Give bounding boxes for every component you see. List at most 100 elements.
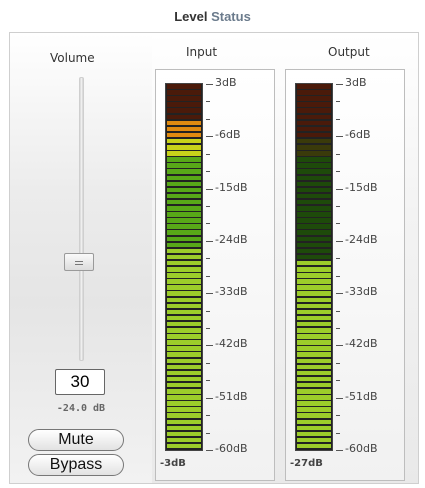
scale-major-tick	[336, 450, 343, 451]
meter-segment	[297, 199, 331, 205]
meter-segment	[297, 242, 331, 248]
scale-tick	[336, 362, 340, 364]
scale-tick	[206, 432, 210, 434]
meter-segment	[297, 321, 331, 327]
bypass-button[interactable]: Bypass	[28, 454, 124, 476]
scale-tick	[336, 380, 340, 382]
volume-slider-track[interactable]	[79, 77, 84, 361]
scale-tick	[336, 171, 340, 173]
scale-tick	[336, 153, 340, 155]
meter-segment	[297, 175, 331, 181]
scale-tick	[206, 153, 210, 155]
meter-segment	[297, 407, 331, 412]
meter-segment	[167, 407, 201, 412]
meter-segment	[167, 254, 201, 260]
meter-segment	[297, 212, 331, 217]
meter-segment	[167, 187, 201, 193]
scale-tick	[206, 101, 210, 103]
meter-segment	[297, 260, 331, 266]
scale-label: 3dB	[215, 76, 237, 89]
meter-segment	[297, 303, 331, 309]
scale-tick	[206, 310, 210, 312]
meter-segment	[167, 151, 201, 156]
meter-segment	[167, 285, 201, 290]
meter-segment	[167, 260, 201, 266]
meter-segment	[167, 224, 201, 229]
scale-tick	[336, 310, 340, 312]
meter-segment	[297, 425, 331, 431]
volume-slider-thumb[interactable]	[64, 253, 94, 272]
scale-label: -60dB	[215, 442, 248, 455]
meter-segment	[167, 376, 201, 382]
meter-segment	[297, 187, 331, 193]
scale-label: -24dB	[345, 232, 378, 246]
scale-tick	[206, 328, 210, 329]
meter-segment	[167, 425, 201, 431]
meter-segment	[297, 267, 331, 272]
meter-segment	[297, 413, 331, 418]
scale-tick	[206, 415, 210, 417]
scale-tick	[336, 118, 340, 120]
meter-segment	[167, 96, 201, 101]
meter-segment	[297, 334, 331, 339]
meter-segment	[167, 309, 201, 315]
mute-button[interactable]: Mute	[28, 429, 124, 451]
meter-segment	[167, 242, 201, 248]
meter-segment	[167, 370, 201, 376]
meter-segment	[167, 315, 201, 321]
meter-segment	[297, 285, 331, 290]
meter-segment	[167, 120, 201, 126]
meter-segment	[167, 212, 201, 217]
meter-segment	[167, 163, 201, 168]
meter-segment	[297, 193, 331, 199]
scale-label: -33dB	[215, 285, 248, 299]
meter-segment	[167, 346, 201, 351]
meter-segment	[297, 376, 331, 382]
meter-segment	[167, 175, 201, 181]
scale-major-tick	[206, 450, 213, 451]
meter-segment	[167, 334, 201, 339]
scale-major-tick	[336, 240, 343, 242]
meter-segment	[297, 90, 331, 95]
meter-segment	[167, 395, 201, 400]
meter-segment	[297, 248, 331, 254]
meter-segment	[297, 309, 331, 315]
volume-column: Volume 30 -24.0 dB Mute Bypass	[10, 33, 152, 483]
meter-segment	[297, 120, 331, 126]
panel-title: Level Status	[0, 9, 425, 24]
meter-segment	[297, 84, 331, 89]
meter-segment	[297, 382, 331, 388]
meter-segment	[167, 206, 201, 211]
scale-tick	[206, 380, 210, 382]
meter-segment	[167, 303, 201, 309]
meter-segment	[297, 279, 331, 284]
scale-label: -42dB	[215, 337, 248, 351]
meter-segment	[297, 273, 331, 278]
meter-segment	[297, 419, 331, 425]
meter-segment	[297, 114, 331, 120]
input-meter-label: Input	[186, 45, 218, 59]
scale-label: -51dB	[345, 389, 378, 403]
meter-segment	[167, 230, 201, 235]
meter-segment	[297, 218, 331, 223]
meter-segment	[297, 431, 331, 437]
volume-db-readout: -24.0 dB	[56, 403, 106, 414]
meter-segment	[167, 199, 201, 205]
scale-tick	[206, 171, 210, 173]
scale-tick	[206, 362, 210, 364]
volume-value-field[interactable]: 30	[55, 369, 105, 395]
scale-major-tick	[336, 136, 343, 138]
scale-major-tick	[336, 293, 343, 295]
meter-segment	[297, 395, 331, 400]
output-meter-scale: 3dB -6dB -15dB -24dB -33dB -42dB -51dB -60dB	[286, 70, 406, 482]
scale-label: -42dB	[345, 337, 378, 351]
meter-segment	[297, 102, 331, 107]
meter-segment	[167, 437, 201, 443]
scale-tick	[336, 275, 340, 277]
scale-major-tick	[336, 84, 343, 85]
volume-label: Volume	[50, 51, 95, 65]
scale-tick	[206, 258, 210, 260]
scale-label: -51dB	[215, 389, 248, 403]
meter-segment	[167, 138, 201, 144]
scale-tick	[336, 328, 340, 329]
